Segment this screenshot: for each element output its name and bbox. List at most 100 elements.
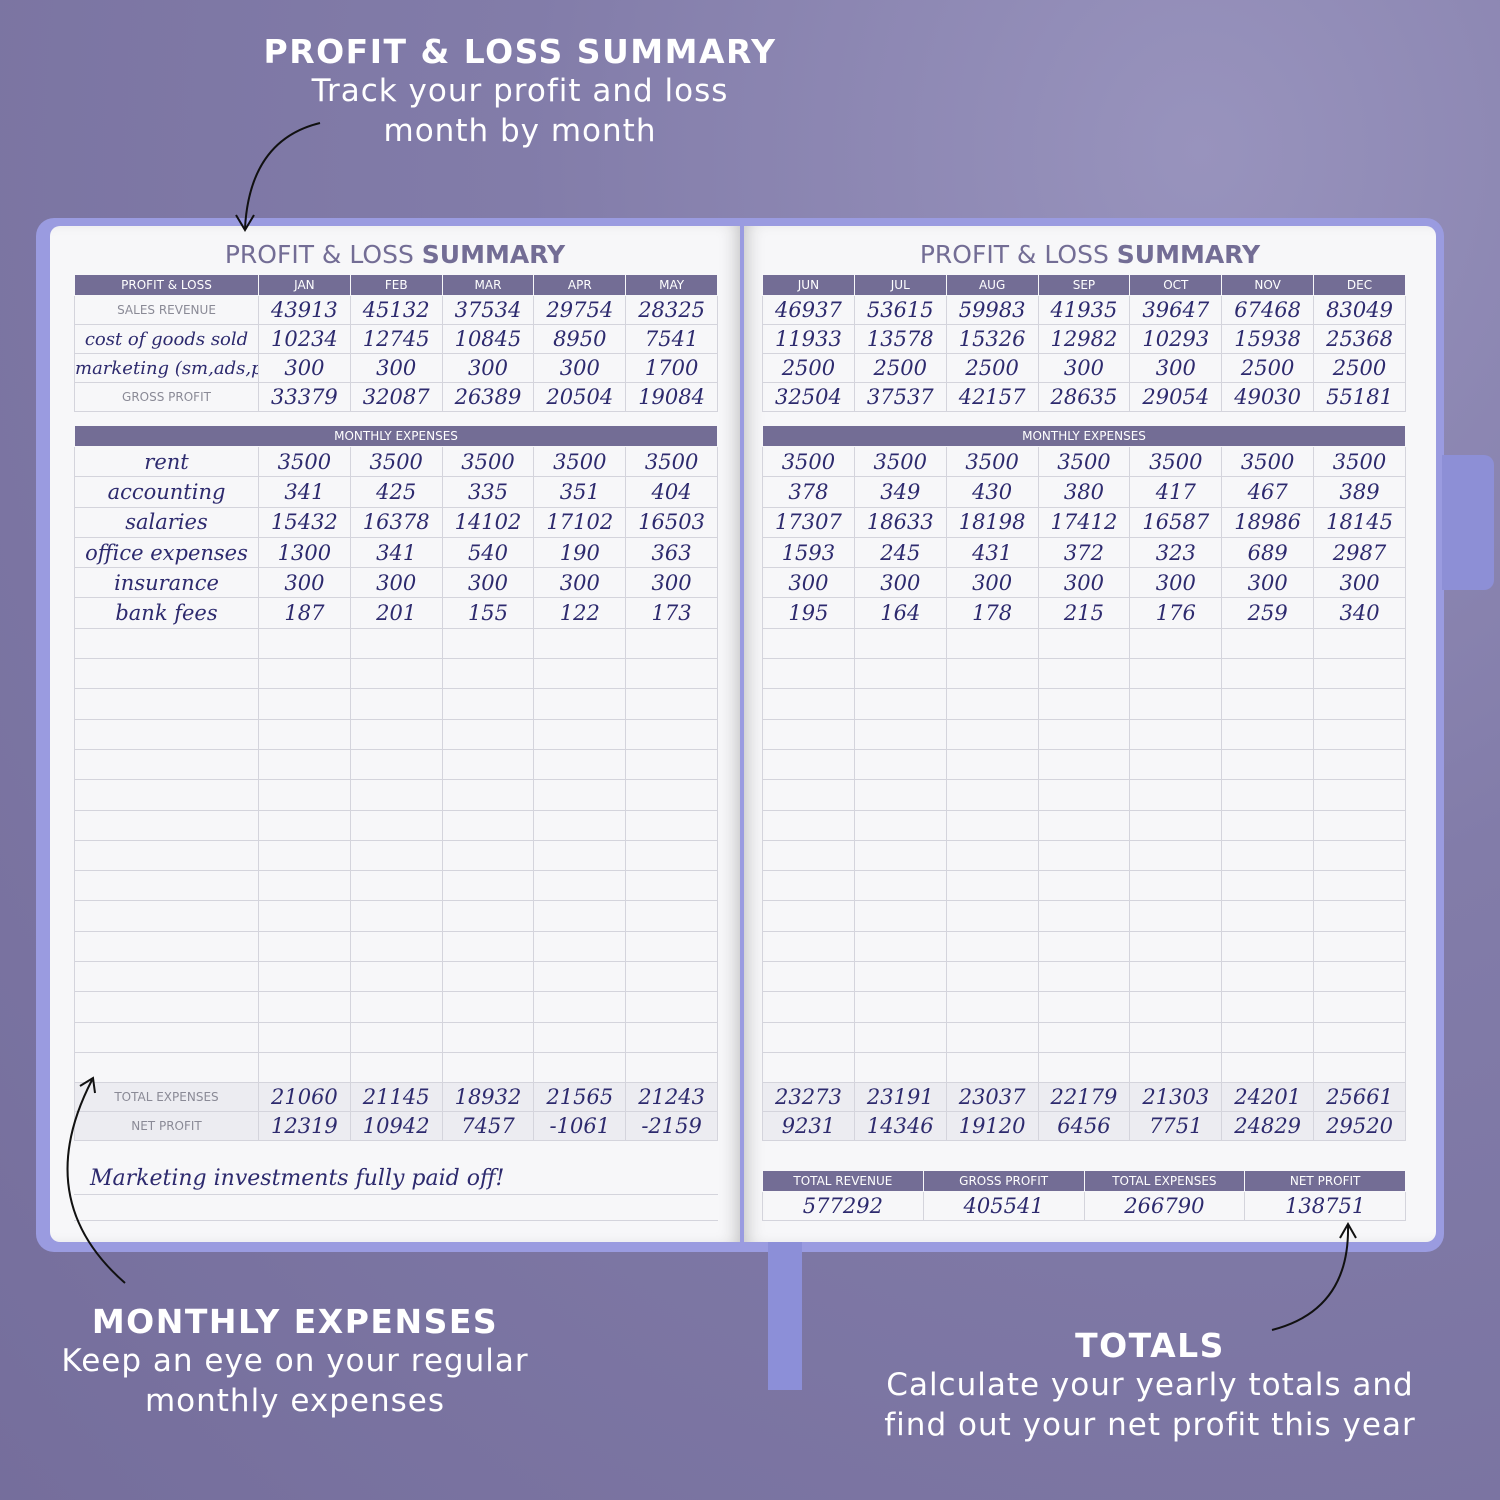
value-cell: 16378 [349, 506, 443, 538]
value-cell: 2987 [1313, 536, 1406, 569]
blank-row [74, 839, 718, 872]
blank-cell [258, 1021, 351, 1053]
value-cell: 33379 [258, 382, 351, 412]
blank-cell [625, 991, 718, 1023]
value-cell: 300 [945, 567, 1039, 599]
value-cell: 15326 [945, 324, 1039, 354]
value-cell: 3500 [533, 445, 627, 478]
blank-cell [349, 809, 443, 841]
caption-title: PROFIT & LOSS SUMMARY [263, 32, 777, 71]
value-cell: 18986 [1221, 506, 1315, 538]
blank-cell [762, 809, 855, 841]
value-cell: 7457 [441, 1111, 535, 1142]
value-cell: 300 [1129, 567, 1223, 599]
value-cell: 20504 [533, 382, 627, 412]
blank-cell [349, 779, 443, 811]
note-line [74, 1194, 718, 1195]
value-cell: 3500 [258, 445, 351, 478]
blank-cell [441, 1021, 535, 1053]
blank-cell [945, 991, 1039, 1023]
expense-label: insurance [74, 567, 259, 599]
value-cell: 3500 [349, 445, 443, 478]
blank-cell [853, 748, 947, 781]
month-header-may: MAY [625, 274, 718, 296]
value-cell: -1061 [533, 1111, 627, 1142]
blank-row [762, 1051, 1406, 1084]
blank-cell [74, 930, 259, 963]
value-cell: 378 [762, 476, 855, 508]
row-label: GROSS PROFIT [74, 382, 259, 412]
value-cell: 6456 [1037, 1111, 1131, 1142]
value-cell: 3500 [1221, 445, 1315, 478]
profit-loss-table-right: JUN JUL AUG SEP OCT NOV DEC 46937 53615 59983 4193… [762, 274, 1406, 412]
value-cell: 15938 [1221, 324, 1315, 354]
blank-cell [1313, 748, 1406, 781]
blank-cell [258, 748, 351, 781]
value-cell: 389 [1313, 476, 1406, 508]
blank-cell [1221, 779, 1315, 811]
blank-row [74, 930, 718, 963]
expense-row: accounting 341 425 335 351 404 [74, 476, 718, 508]
blank-cell [441, 1051, 535, 1084]
value-cell: 49030 [1221, 382, 1315, 412]
value-cell: 17102 [533, 506, 627, 538]
blank-row [74, 658, 718, 690]
blank-cell [625, 870, 718, 902]
blank-cell [762, 839, 855, 872]
value-cell: 178 [945, 597, 1039, 629]
month-header-dec: DEC [1313, 274, 1406, 296]
value-cell: 201 [349, 597, 443, 629]
value-cell: 12982 [1037, 324, 1131, 354]
blank-cell [625, 688, 718, 720]
value-cell: 25368 [1313, 324, 1406, 354]
blank-cell [762, 658, 855, 690]
blank-cell [1313, 870, 1406, 902]
row-cogs: 11933 13578 15326 12982 10293 15938 25368 [762, 324, 1406, 354]
blank-cell [74, 991, 259, 1023]
value-cell: 3500 [853, 445, 947, 478]
expense-label: accounting [74, 476, 259, 508]
expenses-table-right: MONTHLY EXPENSES 3500 3500 3500 3500 3500 3500… [762, 425, 1406, 1142]
blank-cell [533, 688, 627, 720]
totals-header: TOTAL EXPENSES [1083, 1170, 1246, 1192]
blank-cell [74, 809, 259, 841]
blank-cell [533, 930, 627, 963]
month-header-row: JUN JUL AUG SEP OCT NOV DEC [762, 274, 1406, 296]
expenses-header: MONTHLY EXPENSES [762, 425, 1406, 447]
blank-cell [762, 930, 855, 963]
blank-cell [853, 809, 947, 841]
page-title: PROFIT & LOSS SUMMARY [50, 240, 740, 269]
blank-cell [533, 627, 627, 660]
blank-cell [349, 900, 443, 932]
blank-row [762, 961, 1406, 993]
value-cell: 2500 [1221, 353, 1315, 383]
value-cell: 18932 [441, 1082, 535, 1113]
totals-header: TOTAL REVENUE [762, 1170, 924, 1192]
blank-cell [74, 870, 259, 902]
caption-subtitle: Keep an eye on your regular [61, 1343, 529, 1379]
blank-cell [762, 961, 855, 993]
blank-cell [1313, 1051, 1406, 1084]
value-cell: 21243 [625, 1082, 718, 1113]
value-cell: 245 [853, 536, 947, 569]
blank-cell [74, 779, 259, 811]
blank-cell [762, 748, 855, 781]
value-cell: 15432 [258, 506, 351, 538]
value-cell: 3500 [762, 445, 855, 478]
blank-cell [625, 839, 718, 872]
blank-cell [533, 779, 627, 811]
blank-cell [853, 1021, 947, 1053]
blank-row [74, 718, 718, 750]
value-cell: 3500 [441, 445, 535, 478]
blank-cell [258, 961, 351, 993]
expense-row: insurance 300 300 300 300 300 [74, 567, 718, 599]
value-cell: 215 [1037, 597, 1131, 629]
month-header-aug: AUG [945, 274, 1039, 296]
month-header-row: PROFIT & LOSS JAN FEB MAR APR MAY [74, 274, 718, 296]
blank-cell [258, 779, 351, 811]
blank-row [74, 809, 718, 841]
blank-cell [762, 627, 855, 660]
row-label: TOTAL EXPENSES [74, 1082, 259, 1113]
value-cell: 59983 [945, 295, 1039, 325]
value-cell: 300 [533, 567, 627, 599]
